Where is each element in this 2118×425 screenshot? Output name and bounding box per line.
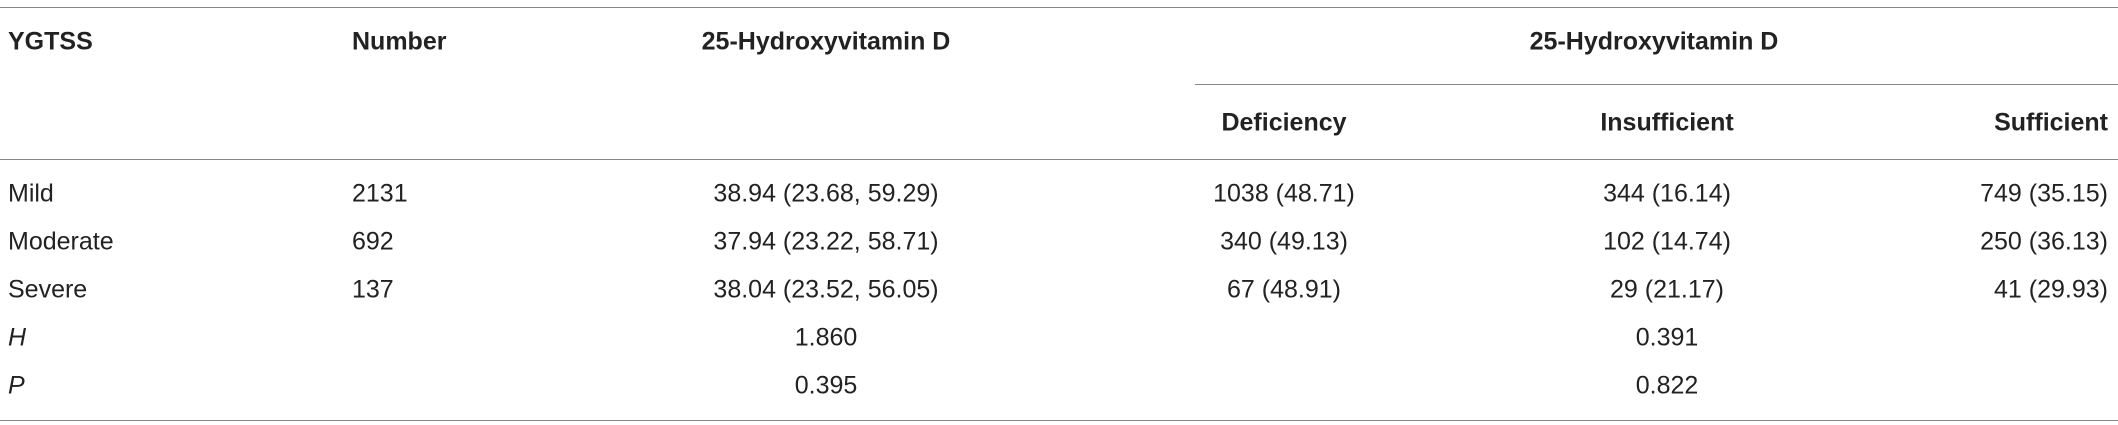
- table-cell: 67 (48.91): [1227, 275, 1341, 304]
- table-cell: 692: [352, 227, 394, 256]
- table-cell: 250 (36.13): [1980, 227, 2108, 256]
- table-cell: 1.860: [794, 323, 858, 352]
- top-rule: [0, 7, 2118, 8]
- header-cell: Deficiency: [1221, 108, 1347, 137]
- table-cell: 102 (14.74): [1603, 227, 1731, 256]
- table-cell: 344 (16.14): [1603, 179, 1731, 208]
- table-cell: 0.395: [794, 371, 858, 400]
- header-cell: Sufficient: [1994, 108, 2108, 137]
- table-cell: 749 (35.15): [1980, 179, 2108, 208]
- table-cell: 340 (49.13): [1220, 227, 1348, 256]
- bottom-rule: [0, 420, 2118, 421]
- header-rule: [0, 159, 2118, 160]
- row-label: Mild: [8, 179, 54, 208]
- row-label: Severe: [8, 275, 88, 304]
- table-cell: 1038 (48.71): [1213, 179, 1355, 208]
- header-cell: 25-Hydroxyvitamin D: [701, 27, 951, 56]
- table-cell: 41 (29.93): [1994, 275, 2108, 304]
- table-cell: 137: [352, 275, 394, 304]
- header-cell: YGTSS: [8, 27, 93, 56]
- table-cell: 38.04 (23.52, 56.05): [713, 275, 939, 304]
- row-label: H: [8, 323, 27, 352]
- row-label: Moderate: [8, 227, 114, 256]
- header-cell: Insufficient: [1600, 108, 1734, 137]
- table-cell: 0.822: [1635, 371, 1699, 400]
- table-cell: 2131: [352, 179, 408, 208]
- table-cell: 29 (21.17): [1610, 275, 1724, 304]
- table-cell: 38.94 (23.68, 59.29): [713, 179, 939, 208]
- group-rule: [1195, 84, 2118, 85]
- header-cell: Number: [352, 27, 447, 56]
- table-cell: 37.94 (23.22, 58.71): [713, 227, 939, 256]
- header-group: 25-Hydroxyvitamin D: [1529, 27, 1779, 56]
- row-label: P: [8, 371, 25, 400]
- table-cell: 0.391: [1635, 323, 1699, 352]
